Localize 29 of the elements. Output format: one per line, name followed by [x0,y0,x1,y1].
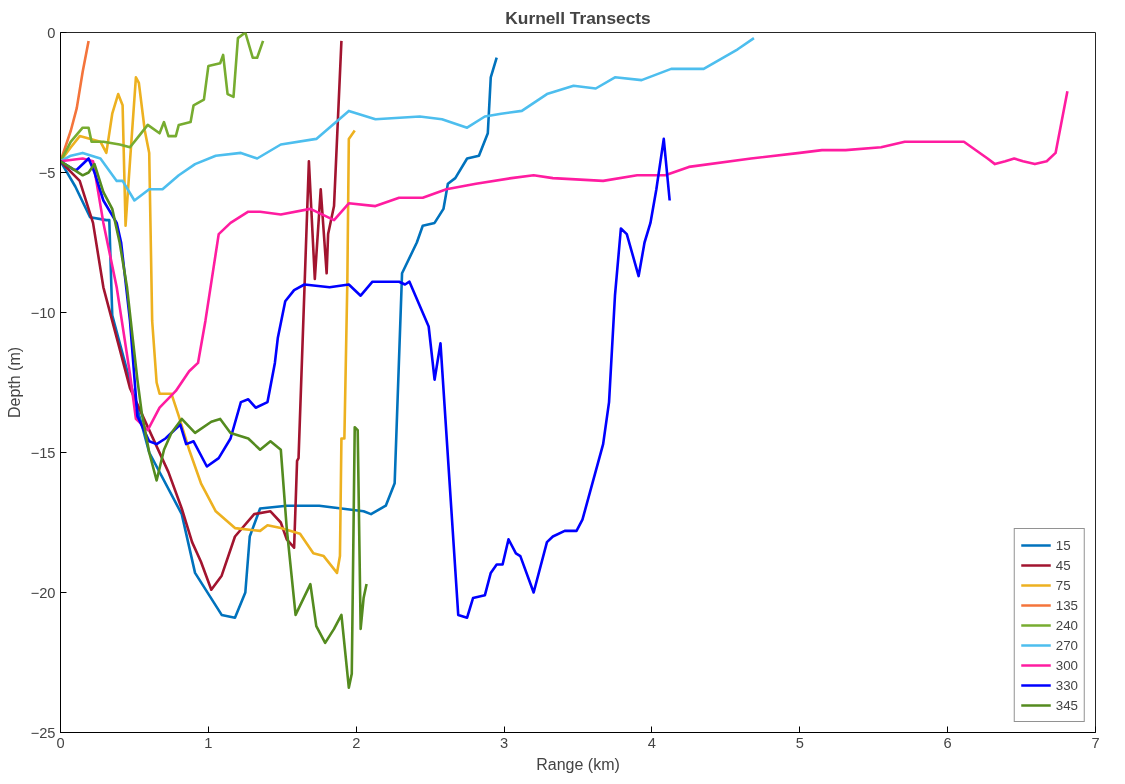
legend-label: 45 [1055,557,1072,573]
legend-label: 240 [1055,617,1078,633]
x-tick-label: 2 [352,734,361,751]
legend-label: 135 [1055,597,1078,613]
x-tick-label: 4 [647,734,657,751]
legend-label: 300 [1055,657,1078,673]
x-tick-label: 5 [795,734,804,751]
x-tick-label: 6 [943,734,952,751]
legend-label: 15 [1055,537,1072,553]
legend-label: 345 [1055,697,1078,713]
legend-label: 75 [1055,577,1072,593]
chart-title: Kurnell Transects [505,7,651,28]
legend-label: 330 [1055,677,1078,693]
x-tick-label: 3 [500,734,509,751]
y-axis-title: Depth (m) [5,346,23,419]
y-tick-label: −10 [30,304,56,321]
x-tick-label: 7 [1091,734,1100,751]
y-tick-label: −15 [30,444,56,461]
line-series [60,160,368,689]
legend-label: 270 [1055,637,1078,653]
y-tick-label: −5 [38,164,56,181]
y-tick-label: −25 [30,724,56,741]
y-tick-label: −20 [30,584,56,601]
x-axis-title: Range (km) [536,755,620,773]
y-tick-label: 0 [47,24,56,41]
line-series [60,36,756,202]
line-series [60,90,1069,432]
line-series [60,56,498,619]
x-tick-label: 1 [204,734,213,751]
